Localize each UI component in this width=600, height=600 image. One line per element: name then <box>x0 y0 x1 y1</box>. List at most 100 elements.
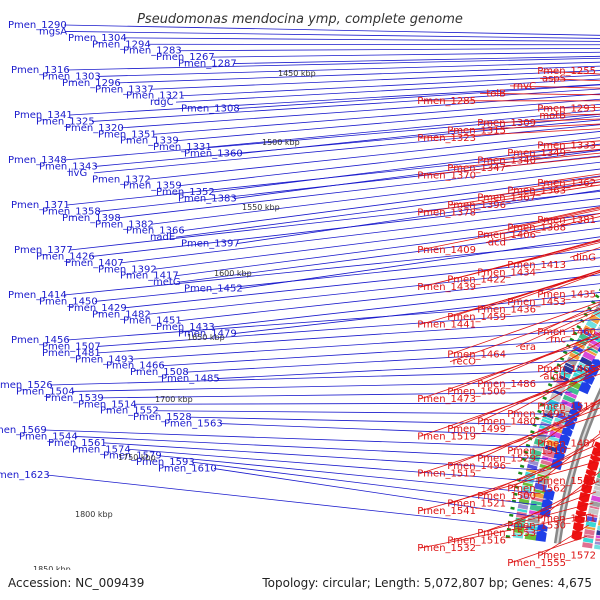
left-leader-line <box>150 70 600 90</box>
left-gene-label: Pmen_1351 <box>98 129 157 140</box>
right-gene-label: Pmen_1459 <box>447 312 506 323</box>
left-gene-label: Pmen_1479 <box>178 329 237 340</box>
left-gene-label: Pmen_1397 <box>181 239 240 250</box>
feature-segment <box>542 415 553 422</box>
left-gene-label: Pmen_1539 <box>45 393 104 404</box>
forward-gene-arrow <box>561 427 573 437</box>
left-leader-line <box>66 57 600 71</box>
right-leader-line <box>479 92 600 96</box>
scale-tick <box>547 382 553 387</box>
right-gene-label: Pmen_1340 <box>477 155 536 166</box>
left-gene-label: Pmen_1466 <box>106 361 165 372</box>
right-gene-label: Pmen_1436 <box>477 305 536 316</box>
right-gene-label: era <box>520 342 536 353</box>
right-leader-line <box>419 460 600 512</box>
left-gene-label: Pmen_1407 <box>65 258 124 269</box>
left-gene-label: livG <box>68 168 87 179</box>
feature-segment <box>579 356 593 367</box>
scale-tick <box>521 457 527 462</box>
left-leader-line <box>147 43 600 46</box>
feature-segment <box>526 468 537 474</box>
feature-segment <box>569 352 580 361</box>
left-gene-label: Pmen_1579 <box>103 451 162 462</box>
feature-segment <box>574 367 588 377</box>
left-leader-line <box>120 205 600 264</box>
left-leader-line <box>69 190 600 251</box>
left-leader-line <box>123 37 600 42</box>
right-gene-label: Pmen_1535 <box>537 476 596 487</box>
scale-tick <box>569 337 575 342</box>
feature-segment <box>557 409 570 417</box>
right-gene-label: Pmen_1363 <box>507 185 566 196</box>
kbp-label: 1450 kbp <box>278 69 316 78</box>
right-gene-label: Pmen_1464 <box>447 349 506 360</box>
right-gene-label: Pmen_1309 <box>477 118 536 129</box>
right-gene-label: Pmen_1496 <box>447 461 506 472</box>
left-leader-line <box>63 113 600 161</box>
scale-tick <box>550 376 556 381</box>
feature-segment <box>535 476 549 485</box>
right-gene-label: Pmen_1511 <box>537 513 596 524</box>
right-leader-line <box>509 176 600 191</box>
right-gene-label: Pmen_1512 <box>537 401 596 412</box>
feature-segment <box>550 392 562 403</box>
left-leader-line <box>153 213 600 270</box>
scale-tick <box>518 471 523 475</box>
right-leader-line <box>509 436 600 489</box>
forward-gene-arrow <box>578 382 592 395</box>
left-gene-label: Pmen_1360 <box>184 149 243 160</box>
left-gene-label: Pmen_1321 <box>126 91 185 102</box>
left-leader-line <box>91 198 600 257</box>
left-gene-label: Pmen_1372 <box>92 174 151 185</box>
right-leader-line <box>539 524 589 556</box>
feature-segment <box>588 507 599 516</box>
kbp-label: 1600 kbp <box>214 269 252 278</box>
right-leader-line <box>479 179 600 199</box>
feature-segment <box>576 365 589 373</box>
left-leader-line <box>233 55 600 64</box>
left-gene-label: Pmen_1392 <box>98 264 157 275</box>
scale-tick <box>505 535 511 539</box>
left-leader-line <box>123 257 600 309</box>
left-leader-line <box>150 168 600 225</box>
right-gene-label: Pmen_1333 <box>537 141 596 152</box>
left-leader-line <box>94 119 600 167</box>
feature-segment <box>537 467 551 477</box>
left-leader-line <box>100 391 573 399</box>
left-gene-label: Pmen_1371 <box>11 200 70 211</box>
right-leader-line <box>479 443 600 497</box>
right-leader-line <box>449 123 600 132</box>
right-leader-line <box>449 152 600 169</box>
left-gene-label: Pmen_1451 <box>123 316 182 327</box>
right-leader-line <box>449 181 600 206</box>
feature-segment <box>512 532 524 539</box>
feature-segment <box>544 444 558 453</box>
right-gene-label: Pmen_1515 <box>417 469 476 480</box>
left-gene-label: Pmen_1561 <box>48 438 107 449</box>
right-leader-line <box>479 118 600 124</box>
right-gene-label: Pmen_1555 <box>507 558 566 569</box>
right-leader-line <box>419 414 600 474</box>
kbp-label: 1700 kbp <box>155 395 193 404</box>
left-gene-label: Pmen_1343 <box>39 161 98 172</box>
right-gene-label: Pmen_1480 <box>477 416 536 427</box>
left-leader-line <box>188 416 560 426</box>
right-gene-label: Pmen_1381 <box>537 215 596 226</box>
right-gene-label: Pmen_1521 <box>447 498 506 509</box>
left-gene-label: nadE <box>150 232 175 243</box>
right-gene-label: aspS <box>542 73 566 84</box>
reverse-gene-arrow <box>574 515 586 524</box>
right-gene-label: rnvC <box>513 81 536 92</box>
left-leader-line <box>63 240 600 296</box>
right-leader-line <box>539 271 600 296</box>
scale-tick <box>562 350 568 355</box>
feature-segment <box>516 511 527 519</box>
feature-segment <box>533 488 546 495</box>
left-leader-line <box>236 84 600 109</box>
feature-segment <box>558 374 570 382</box>
left-gene-label: Pmen_1544 <box>19 431 78 442</box>
forward-gene-arrow <box>597 347 600 353</box>
feature-segment <box>517 503 529 510</box>
left-gene-label: Pmen_1482 <box>92 309 151 320</box>
left-gene-label: Pmen_1348 <box>8 155 67 166</box>
